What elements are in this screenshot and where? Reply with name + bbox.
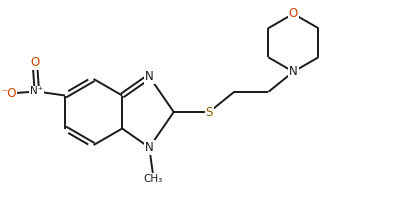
Text: O: O [289,7,298,20]
Text: S: S [205,106,213,119]
Text: CH₃: CH₃ [144,174,163,184]
Text: N: N [289,65,298,78]
Text: N: N [145,70,154,83]
Text: O: O [30,56,40,69]
Text: N⁺: N⁺ [30,86,43,97]
Text: N: N [145,141,154,154]
Text: ⁻O: ⁻O [1,87,17,100]
